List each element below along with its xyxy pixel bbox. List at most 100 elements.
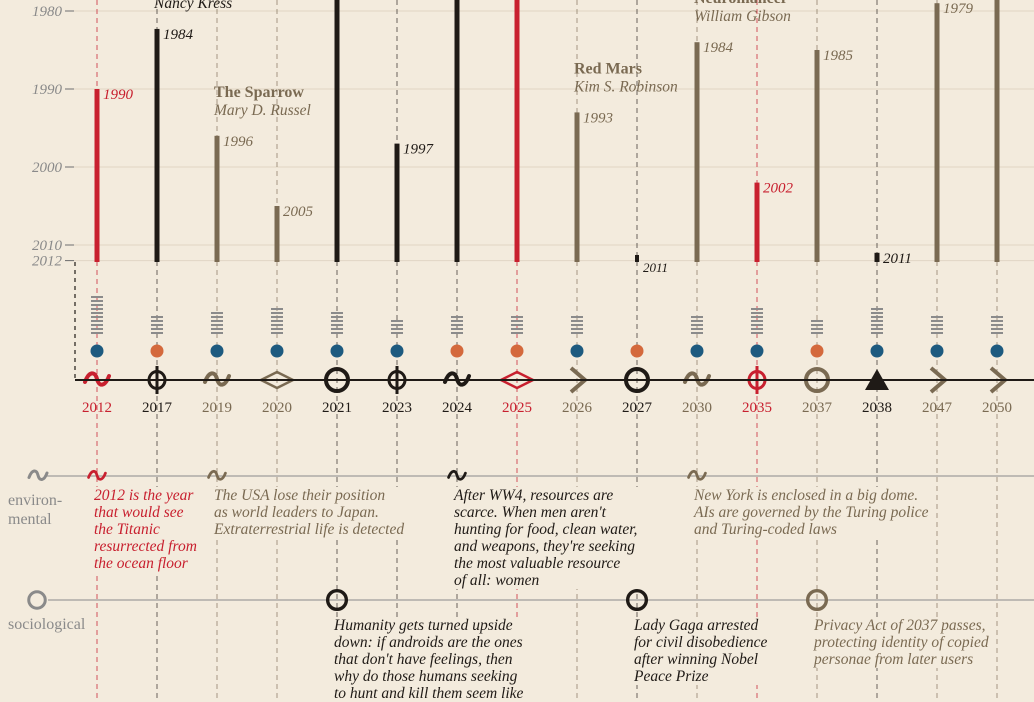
entry-2050: 2050 — [982, 0, 1012, 416]
pub-bar — [154, 28, 160, 262]
entry-2047: 1979 2047 — [922, 1, 974, 416]
entry-2020: 2005 2020 — [258, 204, 314, 416]
circle-shape — [625, 588, 649, 612]
x-year-label: 2024 — [442, 400, 473, 416]
annotation-symbol-2019 — [207, 469, 227, 481]
pub-year-label: 2005 — [283, 204, 314, 220]
x-year-label: 2037 — [802, 400, 833, 416]
x-year-label: 2030 — [682, 400, 712, 416]
book-title: Red Mars — [574, 60, 642, 77]
x-year-label: 2019 — [202, 400, 232, 416]
x-year-label: 2025 — [502, 400, 532, 416]
category-dot — [750, 344, 764, 358]
x-year-label: 2038 — [862, 400, 892, 416]
pub-bar — [874, 252, 880, 262]
annotation-2012: 2012 is the year that would see the Tita… — [92, 487, 199, 572]
x-year-label: 2021 — [322, 400, 352, 416]
category-dot — [690, 344, 704, 358]
x-year-label: 2027 — [622, 400, 653, 416]
annotation-symbol-2027 — [625, 588, 649, 612]
annotation-2030: New York is enclosed in a big dome. AIs … — [692, 487, 931, 538]
entry-2021: 2021 — [322, 0, 352, 416]
pub-bar — [694, 42, 700, 263]
tilde-shape — [207, 469, 227, 481]
circle-shape — [805, 588, 829, 612]
tilde-shape — [687, 469, 707, 481]
annotation-symbol-2021 — [325, 588, 349, 612]
pub-year-label: 2011 — [643, 260, 668, 275]
category-dot — [90, 344, 104, 358]
tilde-shape — [87, 469, 107, 481]
category-dot — [810, 344, 824, 358]
pub-year-label: 1997 — [403, 142, 435, 158]
category-dot — [510, 344, 524, 358]
pub-year-label: 1979 — [943, 1, 974, 17]
book-author: Mary D. Russel — [213, 102, 311, 119]
annotation-symbol-2012 — [87, 469, 107, 481]
category-symbol-sociological — [27, 590, 47, 610]
annotation-2024: After WW4, resources are scarce. When me… — [452, 487, 640, 589]
entry-2012: 1990 2012 — [82, 87, 134, 416]
x-year-label: 2035 — [742, 400, 772, 416]
category-dot — [630, 344, 644, 358]
x-year-label: 2050 — [982, 400, 1012, 416]
category-symbol-environmental — [27, 469, 49, 481]
annotation-2021: Humanity gets turned upside down: if and… — [332, 617, 526, 702]
entry-2035: 2002 2035 — [742, 181, 794, 416]
category-dot — [990, 344, 1004, 358]
entry-2023: 1997 2023 — [382, 142, 435, 416]
category-label-sociological: sociological — [8, 616, 86, 633]
book-title: Neuromancer — [694, 0, 788, 7]
circle-shape — [325, 588, 349, 612]
book-author: William Gibson — [694, 8, 791, 25]
y-tick-label: 2012 — [32, 254, 63, 270]
annotation-2037: Privacy Act of 2037 passes, protecting i… — [812, 617, 991, 668]
pub-year-label: 1990 — [103, 87, 134, 103]
pub-bar — [814, 50, 820, 262]
pub-bar — [994, 0, 1000, 262]
pub-bar — [754, 182, 760, 262]
book-title: The Sparrow — [214, 84, 304, 101]
y-tick-label: 1980 — [32, 4, 63, 20]
tilde-shape — [27, 469, 49, 481]
pub-year-label: 1993 — [583, 110, 613, 126]
category-dot — [570, 344, 584, 358]
annotation-symbol-2030 — [687, 469, 707, 481]
annotation-2019: The USA lose their position as world lea… — [212, 487, 407, 538]
x-year-label: 2020 — [262, 400, 292, 416]
category-label-environmental: environ- mental — [8, 492, 63, 528]
entry-2025: 2025 — [498, 0, 536, 416]
entry-2037: 1985 2037 — [802, 48, 854, 416]
pub-bar — [514, 0, 520, 262]
pub-bar — [274, 206, 280, 262]
category-dot — [870, 344, 884, 358]
category-dot — [390, 344, 404, 358]
x-year-label: 2023 — [382, 400, 412, 416]
category-dot — [450, 344, 464, 358]
x-year-label: 2012 — [82, 400, 112, 416]
pub-bar — [574, 112, 580, 263]
entry-2038: 2011 2038 — [862, 251, 912, 416]
entry-2027: 2011 2027 — [622, 255, 668, 416]
book-author: Kim S. Robinson — [573, 78, 678, 95]
x-year-label: 2047 — [922, 400, 953, 416]
category-dot — [270, 344, 284, 358]
y-tick-label: 2000 — [32, 160, 63, 176]
pub-bar — [334, 0, 340, 262]
y-tick-label: 2010 — [32, 238, 63, 254]
entry-2024: 2024 — [442, 0, 473, 416]
pub-year-label: 1984 — [703, 40, 734, 56]
category-dot — [330, 344, 344, 358]
pub-bar — [635, 255, 639, 262]
pub-bar — [454, 0, 460, 262]
pub-year-label: 1984 — [163, 27, 194, 43]
tilde-shape — [447, 469, 467, 481]
pub-year-label: 2002 — [763, 181, 794, 197]
category-dot — [210, 344, 224, 358]
x-year-label: 2017 — [142, 400, 173, 416]
